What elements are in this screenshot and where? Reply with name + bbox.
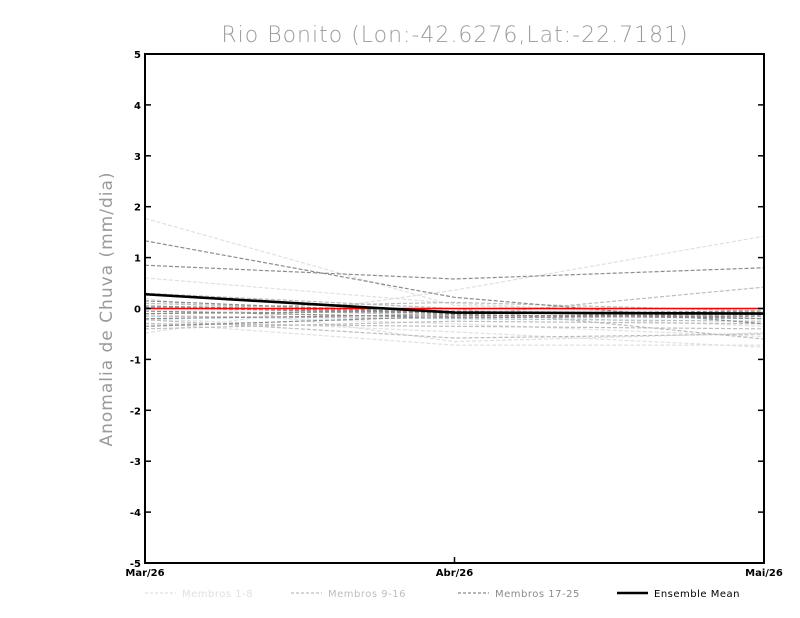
member-line	[144, 264, 765, 280]
y-tick-label: 2	[134, 203, 141, 214]
member-line	[144, 217, 765, 317]
y-tick-label: -3	[130, 457, 141, 468]
legend: Membros 1-8 Membros 9-16 Membros 17-25 Ense…	[145, 589, 740, 600]
y-tick-label: 3	[134, 152, 141, 163]
ensemble-mean-line	[144, 292, 765, 315]
member-line	[144, 235, 765, 334]
y-tick-label: 4	[134, 101, 141, 112]
y-axis-ticks: -5 -4 -3 -2 -1 0 1 2 3 4 5	[130, 50, 764, 570]
member-line	[144, 240, 765, 325]
y-tick-label: -4	[130, 508, 141, 519]
y-tick-label: 1	[134, 254, 141, 265]
legend-label: Ensemble Mean	[654, 589, 740, 600]
member-line	[144, 314, 765, 327]
plot-lines	[144, 217, 765, 348]
y-tick-label: -2	[130, 406, 141, 417]
legend-label: Membros 17-25	[495, 589, 580, 600]
y-tick-label: -1	[130, 355, 141, 366]
member-line	[144, 320, 765, 330]
member-line	[144, 322, 764, 346]
member-line	[144, 323, 765, 330]
y-tick-label: -5	[130, 559, 141, 570]
legend-label: Membros 9-16	[328, 589, 406, 600]
legend-label: Membros 1-8	[182, 589, 253, 600]
member-line	[144, 314, 765, 320]
x-axis-ticks: Mar/26 Abr/26 Mai/26	[125, 557, 783, 579]
x-tick-label: Mai/26	[745, 568, 783, 579]
y-axis-label: Anomalia de Chuva (mm/dia)	[97, 171, 117, 446]
x-tick-label: Mar/26	[125, 568, 164, 579]
ensemble-mean-group	[144, 292, 765, 315]
y-tick-label: 5	[134, 50, 141, 61]
member-line	[144, 310, 765, 319]
y-tick-label: 0	[134, 305, 141, 316]
chart-title: Rio Bonito (Lon:-42.6276,Lat:-22.7181)	[221, 23, 688, 48]
x-tick-label: Abr/26	[436, 568, 473, 579]
